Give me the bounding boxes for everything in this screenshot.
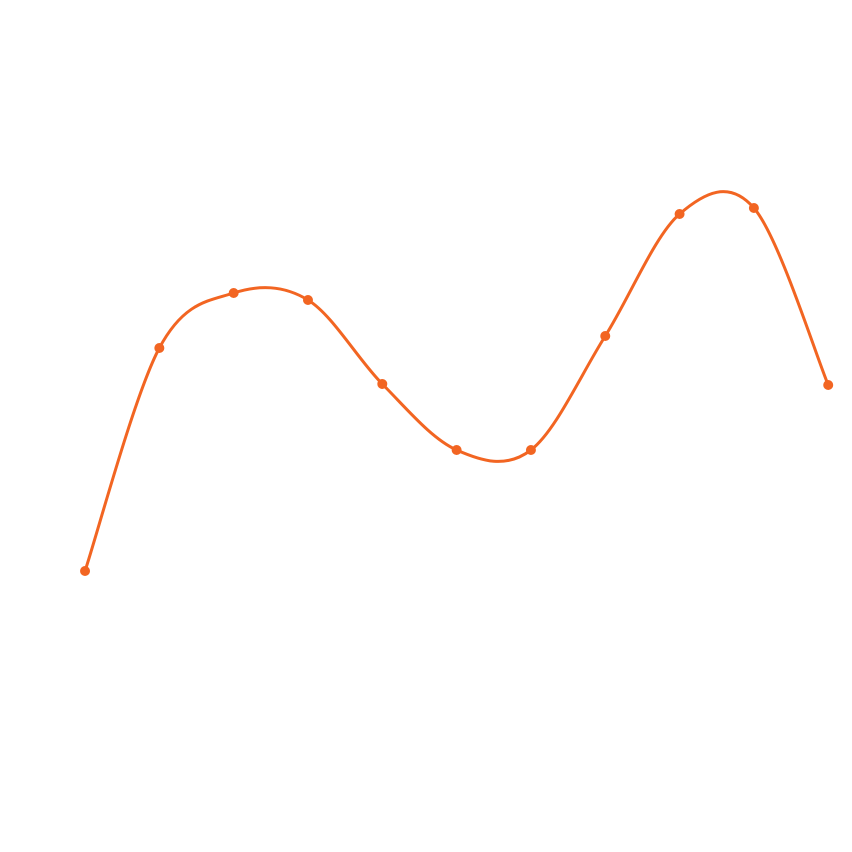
data-point — [525, 445, 536, 455]
series-line — [83, 190, 830, 573]
data-point — [600, 331, 611, 341]
data-point — [228, 288, 239, 298]
data-point — [674, 209, 685, 219]
data-point — [823, 380, 834, 390]
data-point — [302, 295, 313, 305]
data-point — [377, 379, 388, 389]
data-point — [154, 343, 165, 353]
data-point — [451, 445, 462, 455]
data-point — [80, 566, 91, 576]
data-point — [748, 203, 759, 213]
data-points — [80, 203, 834, 576]
